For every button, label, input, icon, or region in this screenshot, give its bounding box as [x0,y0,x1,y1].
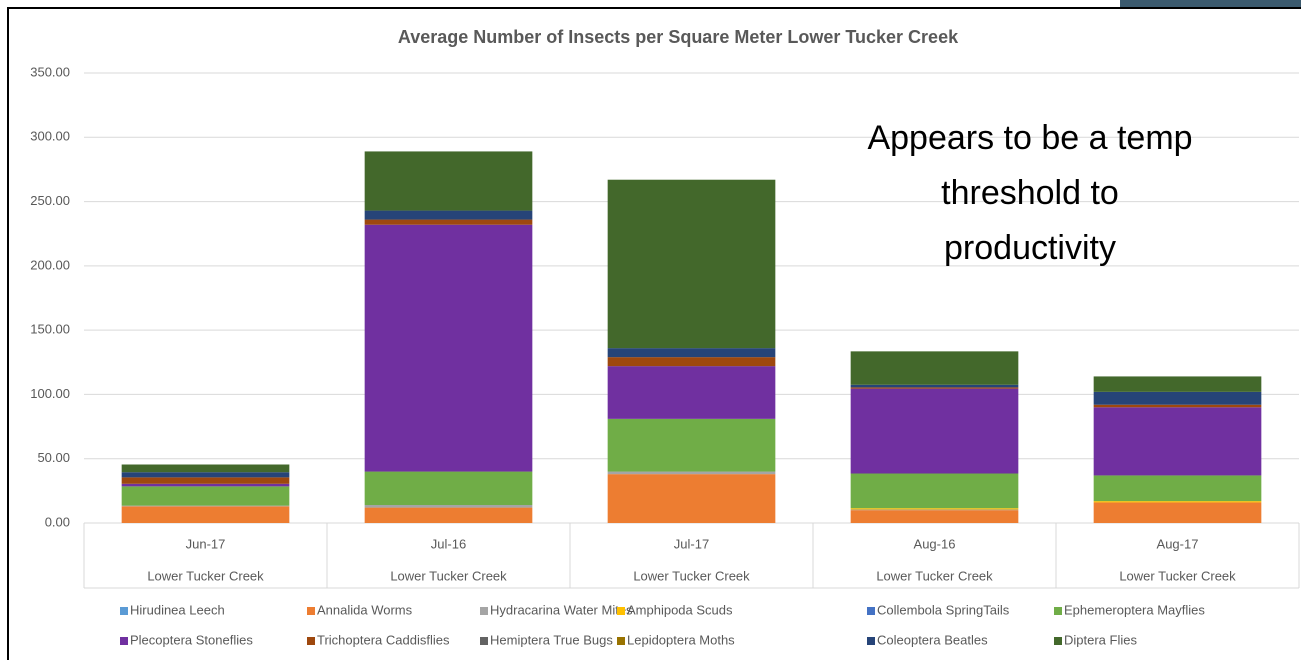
x-tick-label: Jul-16 [431,536,466,551]
legend-label: Plecoptera Stoneflies [130,632,253,647]
y-tick-label: 0.00 [45,514,70,529]
legend-swatch [867,607,875,615]
bar-segment [1093,407,1262,476]
bar-segment [607,471,776,475]
legend-label: Amphipoda Scuds [627,602,733,617]
x-tick-label: Jul-17 [674,536,709,551]
legend-swatch [480,607,488,615]
bar-segment [607,357,776,367]
x-group-label: Lower Tucker Creek [147,568,264,583]
bar-segment [121,472,290,478]
legend-swatch [120,607,128,615]
legend-label: Hirudinea Leech [130,602,225,617]
bar-segment [121,483,290,487]
legend-label: Coleoptera Beatles [877,632,988,647]
y-tick-label: 200.00 [30,257,70,272]
x-group-label: Lower Tucker Creek [633,568,750,583]
bar-segment [607,348,776,358]
bar-segment [850,510,1019,523]
bar-segment [850,351,1019,385]
bar-segment [364,151,533,211]
bar-segment [364,224,533,472]
x-tick-label: Aug-16 [914,536,956,551]
bar-segment [364,471,533,505]
bar-segment [364,219,533,225]
bar-segment [364,210,533,220]
legend-swatch [307,607,315,615]
legend-label: Ephemeroptera Mayflies [1064,602,1205,617]
bar-segment [850,508,1019,510]
annotation: threshold to [941,174,1119,212]
y-tick-label: 350.00 [30,64,70,79]
bar-segment [1093,404,1262,408]
bar-segment [1093,475,1262,502]
bar-segment [607,366,776,419]
annotation: Appears to be a temp [867,119,1192,157]
bar-segment [850,509,1019,511]
x-group-label: Lower Tucker Creek [390,568,507,583]
legend-label: Hydracarina Water Mites [490,602,633,617]
legend-label: Diptera Flies [1064,632,1137,647]
legend-label: Annalida Worms [317,602,413,617]
annotation: productivity [944,229,1116,267]
bar-segment [1093,501,1262,503]
legend-label: Hemiptera True Bugs [490,632,613,647]
bar-segment [121,506,290,523]
bar-segment [121,486,290,506]
legend-swatch [867,637,875,645]
y-tick-label: 300.00 [30,129,70,144]
legend-swatch [1054,637,1062,645]
bar-segment [850,473,1019,509]
bar-segment [121,464,290,473]
y-tick-label: 250.00 [30,193,70,208]
bar-segment [121,505,290,507]
legend-swatch [617,637,625,645]
x-group-label: Lower Tucker Creek [876,568,993,583]
bar-segment [607,474,776,523]
legend-swatch [1054,607,1062,615]
legend-label: Collembola SpringTails [877,602,1010,617]
bar-segment [850,387,1019,389]
legend-swatch [480,637,488,645]
bar-segment [850,384,1019,388]
y-tick-label: 100.00 [30,386,70,401]
bar-segment [121,477,290,484]
legend-swatch [617,607,625,615]
bar-segment [1093,376,1262,392]
x-group-label: Lower Tucker Creek [1119,568,1236,583]
y-tick-label: 50.00 [37,450,70,465]
legend-label: Lepidoptera Moths [627,632,735,647]
bar-segment [364,507,533,523]
chart-title: Average Number of Insects per Square Met… [398,27,959,47]
x-tick-label: Aug-17 [1157,536,1199,551]
background-photo [1120,0,1301,9]
bar-segment [1093,391,1262,405]
bar-segment [1093,502,1262,523]
bar-segment [607,418,776,472]
bar-segment [607,179,776,349]
y-tick-label: 150.00 [30,322,70,337]
legend-swatch [307,637,315,645]
bar-segment [364,505,533,508]
x-tick-label: Jun-17 [186,536,226,551]
bar-segment [850,388,1019,474]
legend-label: Trichoptera Caddisflies [317,632,450,647]
legend-swatch [120,637,128,645]
